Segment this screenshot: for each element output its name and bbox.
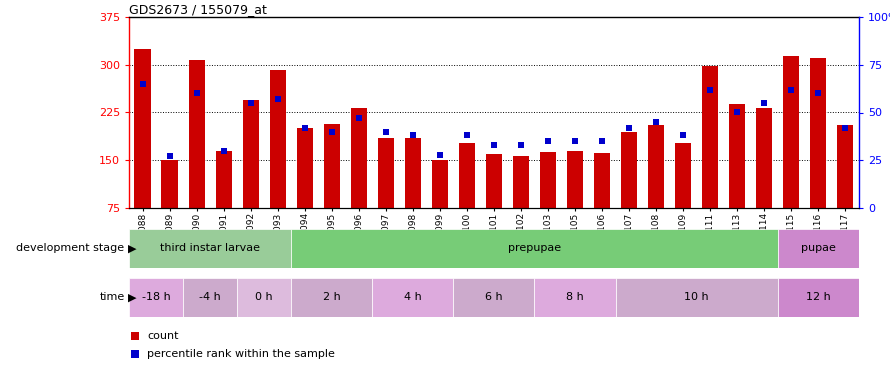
Bar <box>594 153 611 208</box>
Bar <box>129 229 291 268</box>
Text: 10 h: 10 h <box>684 292 709 302</box>
Text: 0 h: 0 h <box>255 292 273 302</box>
Text: ▶: ▶ <box>128 292 137 302</box>
Point <box>487 142 501 148</box>
Point <box>190 90 204 96</box>
Bar <box>237 278 291 317</box>
Bar <box>778 229 859 268</box>
Point <box>135 81 150 87</box>
Bar <box>783 56 799 208</box>
Bar <box>291 278 372 317</box>
Point <box>216 148 231 154</box>
Text: percentile rank within the sample: percentile rank within the sample <box>148 350 336 359</box>
Point <box>297 125 311 131</box>
Point <box>757 100 772 106</box>
Bar <box>243 100 259 208</box>
Text: pupae: pupae <box>801 243 836 254</box>
Text: time: time <box>100 292 125 302</box>
Text: 12 h: 12 h <box>806 292 830 302</box>
Bar <box>513 156 529 208</box>
Point <box>271 96 285 102</box>
Bar <box>432 160 448 208</box>
Text: 6 h: 6 h <box>485 292 503 302</box>
Bar <box>702 66 718 208</box>
Bar <box>540 152 556 208</box>
Text: development stage: development stage <box>17 243 125 254</box>
Bar <box>372 278 453 317</box>
Bar <box>729 104 745 208</box>
Point <box>676 132 691 138</box>
Bar <box>675 143 692 208</box>
Point <box>433 152 447 157</box>
Bar <box>810 58 827 208</box>
Point <box>128 333 142 339</box>
Bar <box>183 278 237 317</box>
Bar <box>405 138 421 208</box>
Point <box>595 138 609 144</box>
Point <box>703 87 717 93</box>
Bar <box>756 108 773 208</box>
Point <box>460 132 474 138</box>
Point <box>568 138 582 144</box>
Text: -18 h: -18 h <box>142 292 171 302</box>
Text: -4 h: -4 h <box>199 292 221 302</box>
Bar <box>215 151 231 208</box>
Text: ▶: ▶ <box>128 243 137 254</box>
Text: GDS2673 / 155079_at: GDS2673 / 155079_at <box>129 3 267 16</box>
Point <box>784 87 798 93</box>
Bar <box>567 151 583 208</box>
Bar <box>778 278 859 317</box>
Point <box>244 100 258 106</box>
Bar <box>453 278 535 317</box>
Point <box>730 110 744 116</box>
Bar <box>648 125 664 208</box>
Bar <box>134 49 150 208</box>
Text: 8 h: 8 h <box>566 292 584 302</box>
Point <box>406 132 420 138</box>
Bar <box>535 278 616 317</box>
Bar <box>621 132 637 208</box>
Point <box>622 125 636 131</box>
Point <box>811 90 825 96</box>
Point <box>649 119 663 125</box>
Text: prepupae: prepupae <box>508 243 561 254</box>
Bar <box>616 278 778 317</box>
Text: 4 h: 4 h <box>404 292 422 302</box>
Point <box>163 153 177 159</box>
Bar <box>837 125 854 208</box>
Bar <box>189 60 205 208</box>
Bar <box>270 70 286 208</box>
Bar <box>296 128 313 208</box>
Point <box>379 129 393 135</box>
Text: 2 h: 2 h <box>323 292 341 302</box>
Bar <box>351 108 367 208</box>
Bar <box>486 154 502 208</box>
Point <box>128 351 142 357</box>
Bar <box>291 229 778 268</box>
Point <box>325 129 339 135</box>
Text: third instar larvae: third instar larvae <box>160 243 260 254</box>
Text: count: count <box>148 331 179 340</box>
Bar <box>377 138 394 208</box>
Bar <box>459 143 475 208</box>
Point <box>838 125 853 131</box>
Bar <box>161 160 178 208</box>
Point <box>514 142 528 148</box>
Bar <box>129 278 183 317</box>
Point <box>541 138 555 144</box>
Point <box>352 115 366 121</box>
Bar <box>324 124 340 208</box>
